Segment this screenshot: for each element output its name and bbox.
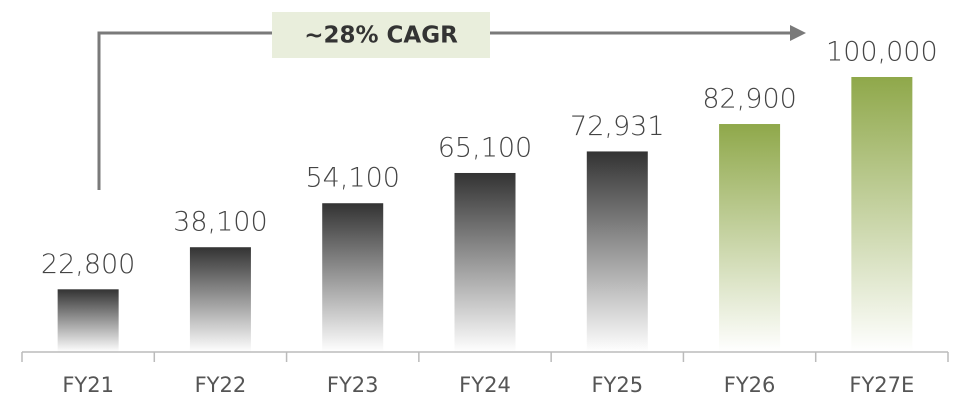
value-label: 82,900: [702, 84, 796, 115]
x-tick-label: FY22: [195, 373, 247, 397]
bar: [851, 77, 913, 352]
value-label: 38,100: [173, 207, 267, 238]
value-label: 65,100: [438, 132, 532, 163]
value-label: 100,000: [826, 37, 938, 68]
bar: [57, 289, 119, 352]
bar: [189, 247, 251, 352]
arrow-head: [790, 25, 806, 41]
x-tick-label: FY26: [724, 373, 776, 397]
bar: [719, 124, 781, 353]
bar: [322, 203, 384, 352]
annotation-box: [272, 12, 490, 58]
annotation: ~28% CAGR: [304, 23, 458, 49]
x-tick-label: FY21: [62, 373, 114, 397]
bar: [586, 151, 648, 352]
x-tick-label: FY23: [327, 373, 379, 397]
cagr-arrow: [97, 31, 792, 190]
x-tick-label: FY25: [591, 373, 643, 397]
value-label: 54,100: [305, 163, 399, 194]
value-label: 22,800: [41, 249, 135, 280]
value-label: 72,931: [570, 111, 664, 142]
bar: [454, 172, 516, 352]
x-tick-label: FY27E: [849, 373, 914, 397]
x-tick-label: FY24: [459, 373, 511, 397]
